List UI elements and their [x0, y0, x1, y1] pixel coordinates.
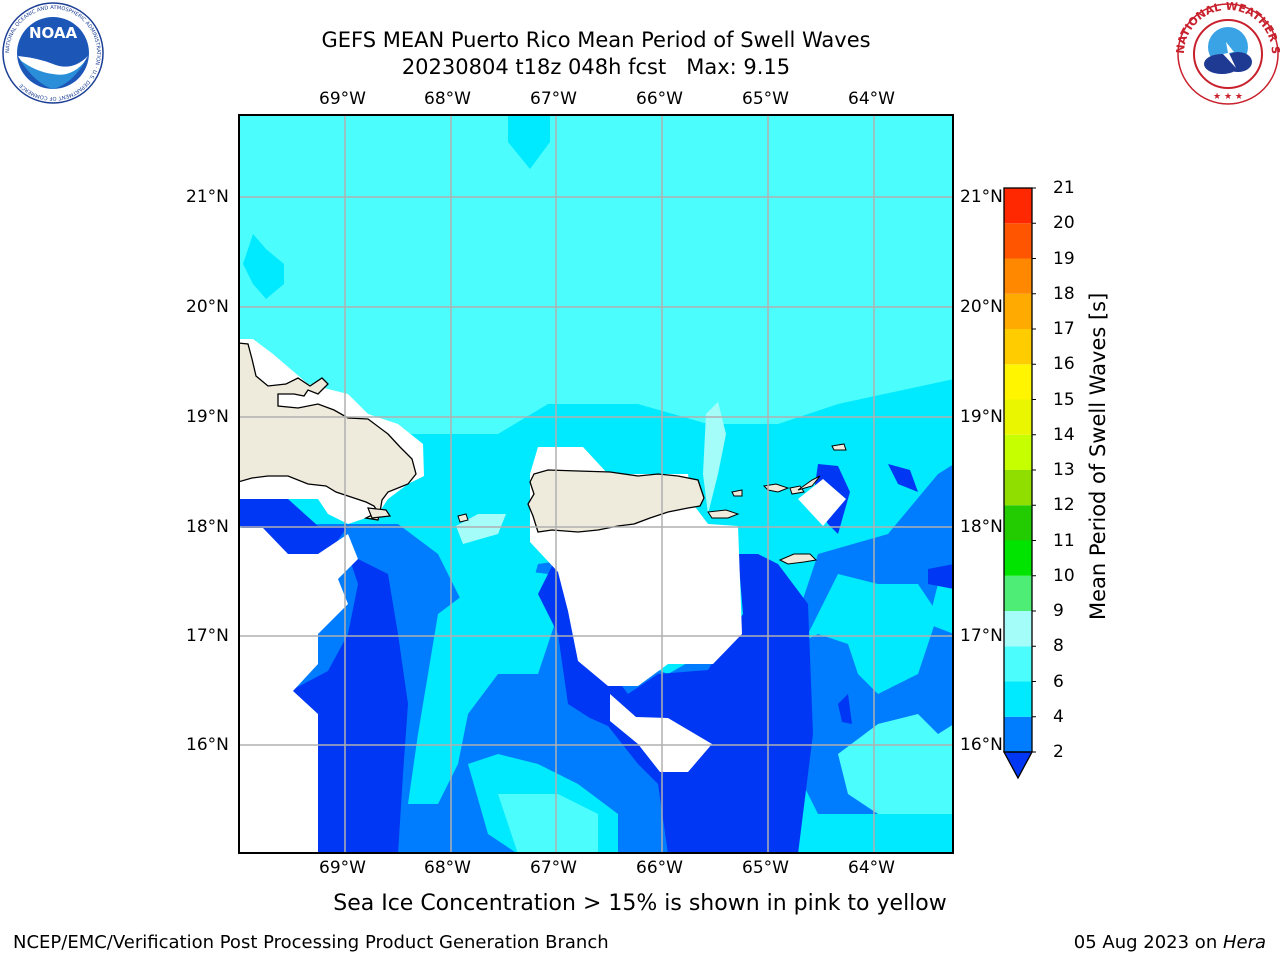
- lon-label-top: 67°W: [530, 89, 577, 109]
- colorbar-segment: [1004, 540, 1032, 576]
- map-panel: [238, 114, 954, 854]
- colorbar-tick-label: 11: [1053, 530, 1075, 551]
- colorbar-tick-label: 21: [1053, 178, 1075, 198]
- lat-label-left: 18°N: [186, 517, 229, 537]
- colorbar-segment: [1004, 258, 1032, 294]
- lon-label-bottom: 67°W: [530, 858, 577, 878]
- colorbar: [1000, 186, 1037, 784]
- lat-label-right: 16°N: [960, 735, 1003, 755]
- lat-label-right: 19°N: [960, 407, 1003, 427]
- isla-saona: [367, 507, 392, 519]
- colorbar-tick-label: 6: [1053, 671, 1064, 692]
- colorbar-tick-label: 2: [1053, 742, 1064, 762]
- lat-label-left: 20°N: [186, 297, 229, 317]
- colorbar-segment: [1004, 575, 1032, 611]
- lon-label-bottom: 64°W: [848, 858, 895, 878]
- footer-branch: NCEP/EMC/Verification Post Processing Pr…: [13, 932, 609, 953]
- lat-label-left: 19°N: [186, 407, 229, 427]
- colorbar-segment: [1004, 505, 1032, 541]
- colorbar-tick-label: 13: [1053, 460, 1075, 480]
- map-frame: [238, 114, 954, 854]
- colorbar-tick-label: 8: [1053, 636, 1064, 657]
- colorbar-segment: [1004, 223, 1032, 259]
- lat-label-right: 20°N: [960, 297, 1003, 317]
- colorbar-segment: [1004, 434, 1032, 470]
- colorbar-tick-labels: 2 4 6 8 9 10 11 12 13 14 15 16 17 18 19 20 21: [1040, 178, 1090, 784]
- sea-ice-note: Sea Ice Concentration > 15% is shown in …: [333, 891, 947, 916]
- footer-date: 05 Aug 2023 on Hera: [1074, 932, 1266, 954]
- colorbar-segment: [1004, 293, 1032, 329]
- lon-label-top: 66°W: [636, 89, 683, 109]
- footer-machine: Hera: [1222, 932, 1266, 953]
- lon-label-bottom: 65°W: [742, 858, 789, 878]
- svg-text:★ ★ ★: ★ ★ ★: [1213, 92, 1243, 102]
- noaa-logo-text: NOAA: [29, 24, 78, 42]
- colorbar-tick-label: 9: [1053, 601, 1064, 621]
- colorbar-segment: [1004, 646, 1032, 682]
- colorbar-tick-label: 12: [1053, 495, 1075, 516]
- colorbar-tick-label: 18: [1053, 283, 1075, 304]
- footer-date-text: 05 Aug 2023 on: [1073, 932, 1223, 953]
- colorbar-segment: [1004, 399, 1032, 435]
- colorbar-segment: [1004, 611, 1032, 647]
- lat-label-right: 21°N: [960, 187, 1003, 207]
- virgin-islands: [707, 443, 847, 565]
- lon-label-top: 68°W: [424, 89, 471, 109]
- lat-label-left: 16°N: [186, 735, 229, 755]
- lon-label-top: 69°W: [319, 89, 366, 109]
- colorbar-segment: [1004, 188, 1032, 224]
- colorbar-tick-label: 17: [1053, 319, 1075, 339]
- colorbar-extend-triangle: [1002, 751, 1034, 780]
- lat-label-right: 17°N: [960, 626, 1003, 646]
- lon-label-top: 64°W: [848, 89, 895, 109]
- colorbar-tick-label: 19: [1053, 248, 1075, 269]
- lon-label-top: 65°W: [742, 89, 789, 109]
- map-title: GEFS MEAN Puerto Rico Mean Period of Swe…: [321, 28, 871, 52]
- colorbar-tick-label: 14: [1053, 424, 1075, 445]
- colorbar-segment: [1004, 470, 1032, 506]
- colorbar-segment: [1004, 681, 1032, 717]
- national-weather-service-logo: NATIONAL WEATHER SERVICE ★ ★ ★: [1172, 0, 1280, 106]
- colorbar-segment: [1004, 329, 1032, 365]
- map-subtitle: 20230804 t18z 048h fcst Max: 9.15: [401, 55, 791, 79]
- colorbar-tick-label: 16: [1053, 354, 1075, 375]
- isla-mona: [457, 513, 469, 523]
- colorbar-segment: [1004, 716, 1032, 752]
- colorbar-segment: [1004, 364, 1032, 400]
- lat-label-left: 17°N: [186, 626, 229, 646]
- colorbar-tick-label: 4: [1053, 706, 1064, 727]
- hispaniola-land: [238, 342, 417, 521]
- lat-label-right: 18°N: [960, 517, 1003, 537]
- colorbar-tick-label: 15: [1053, 389, 1075, 410]
- lon-label-bottom: 68°W: [424, 858, 471, 878]
- lon-label-bottom: 66°W: [636, 858, 683, 878]
- colorbar-tick-label: 20: [1053, 213, 1075, 234]
- lat-label-left: 21°N: [186, 187, 229, 207]
- puerto-rico-land: [527, 469, 705, 533]
- graticule: [238, 114, 954, 854]
- lon-label-bottom: 69°W: [319, 858, 366, 878]
- noaa-logo: NOAA NATIONAL OCEANIC AND ATMOSPHERIC AD…: [2, 2, 104, 104]
- colorbar-tick-label: 10: [1053, 565, 1075, 586]
- colorbar-title: Mean Period of Swell Waves [s]: [1086, 292, 1110, 620]
